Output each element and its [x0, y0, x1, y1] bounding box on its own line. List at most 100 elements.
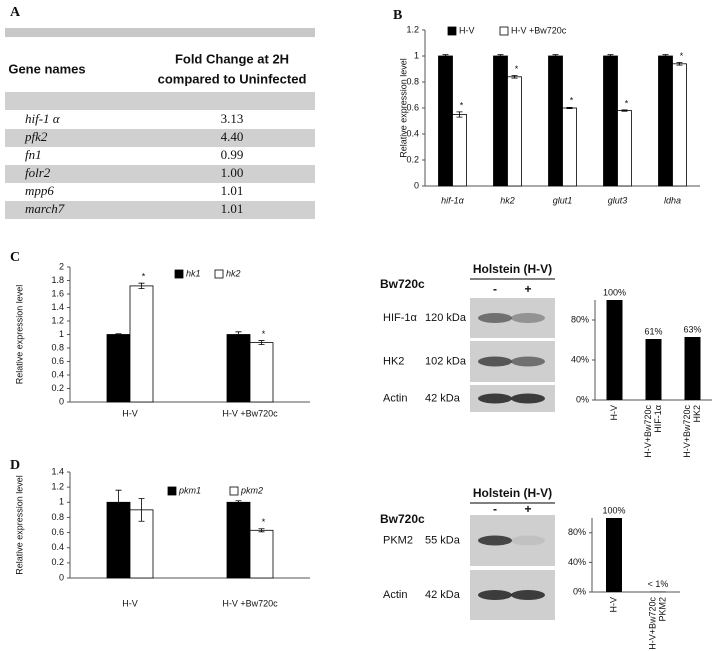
size-label: 55 kDa — [425, 534, 461, 546]
bar — [606, 300, 623, 400]
error-bar — [497, 54, 504, 58]
y-tick-label: 0% — [576, 394, 589, 404]
error-bar — [456, 111, 463, 118]
x-tick-label: PKM2 — [657, 597, 667, 622]
bar — [658, 55, 673, 187]
error-bar — [258, 528, 265, 533]
y-tick-label: 1.2 — [51, 315, 64, 325]
protein-label: Actin — [383, 589, 407, 601]
significance: * — [570, 96, 574, 106]
bar — [438, 55, 453, 187]
legend-swatch — [167, 486, 177, 496]
gene-name: mpp6 — [25, 183, 54, 198]
y-tick-label: 0.4 — [51, 369, 64, 379]
panel-label: D — [10, 458, 20, 473]
significance: * — [262, 329, 266, 339]
y-tick-label: 1.4 — [51, 302, 64, 312]
y-tick-label: 0.2 — [51, 557, 64, 567]
blot-band — [511, 535, 545, 546]
protein-label: PKM2 — [383, 534, 413, 546]
lane-label: + — [524, 282, 531, 296]
blot-band — [511, 590, 545, 600]
y-tick-label: 80% — [571, 314, 589, 324]
table-row-band — [5, 165, 315, 183]
error-bar — [511, 75, 518, 79]
error-bar — [566, 106, 573, 110]
size-label: 42 kDa — [425, 392, 461, 404]
table-header: compared to Uninfected — [158, 71, 307, 86]
significance: * — [460, 100, 464, 110]
gene-name: march7 — [25, 201, 65, 216]
y-tick-label: 0.8 — [51, 512, 64, 522]
y-tick-label: 1.2 — [406, 24, 419, 34]
bar — [645, 339, 662, 400]
panel-label: C — [10, 250, 20, 265]
value-label: 100% — [602, 505, 625, 515]
blot-band — [478, 393, 512, 404]
value-label: < 1% — [648, 579, 669, 589]
blot-band — [478, 590, 512, 600]
lane-label: - — [493, 282, 497, 296]
legend-swatch — [499, 26, 509, 36]
size-label: 102 kDa — [425, 355, 467, 367]
protein-label: HIF-1α — [383, 312, 418, 324]
bar — [617, 110, 632, 187]
error-bar — [258, 340, 265, 346]
bar — [226, 501, 251, 579]
x-tick-label: H-V — [122, 598, 138, 608]
y-tick-label: 1 — [59, 497, 64, 507]
gene-name: pfk2 — [24, 129, 48, 144]
fold-change: 4.40 — [221, 129, 244, 144]
x-tick-label: hk2 — [500, 195, 515, 205]
legend-swatch — [174, 269, 184, 279]
bar — [507, 76, 522, 187]
legend-label: H-V +Bw720c — [511, 25, 567, 35]
x-tick-label: H-V +Bw720c — [222, 598, 278, 608]
table-row-band — [5, 201, 315, 219]
blot-treatment: Bw720c — [380, 277, 425, 291]
y-tick-label: 0 — [59, 572, 64, 582]
fold-change: 1.00 — [221, 165, 244, 180]
blot-group: Holstein (H-V) — [473, 486, 552, 500]
y-tick-label: 0 — [59, 396, 64, 406]
significance: * — [515, 64, 519, 74]
y-tick-label: 0.6 — [51, 527, 64, 537]
legend-swatch — [447, 26, 457, 36]
x-tick-label: H-V — [122, 408, 138, 418]
blot-band — [511, 313, 545, 323]
legend-label: pkm2 — [240, 485, 263, 495]
y-tick-label: 0.2 — [51, 383, 64, 393]
table-band — [5, 28, 315, 37]
bar — [603, 55, 618, 187]
blot-band — [478, 313, 512, 323]
bar — [226, 334, 251, 403]
y-tick-label: 0% — [573, 586, 586, 596]
error-bar — [115, 333, 122, 336]
table-row-band — [5, 129, 315, 147]
bar — [684, 337, 701, 400]
legend-label: H-V — [459, 25, 475, 35]
protein-label: Actin — [383, 392, 407, 404]
x-tick-label: H-V+Bw720c — [643, 405, 653, 458]
significance: * — [262, 517, 266, 527]
error-bar — [235, 500, 242, 505]
y-tick-label: 2 — [59, 261, 64, 271]
significance: * — [142, 272, 146, 282]
significance: * — [625, 98, 629, 108]
y-tick-label: 0.4 — [51, 542, 64, 552]
x-tick-label: HK2 — [692, 405, 702, 423]
fold-change: 1.01 — [221, 183, 244, 198]
fold-change: 1.01 — [221, 201, 244, 216]
y-tick-label: 0.8 — [51, 342, 64, 352]
lane-label: + — [524, 502, 531, 516]
gene-name: hif-1 α — [25, 111, 61, 126]
size-label: 42 kDa — [425, 589, 461, 601]
y-tick-label: 0.6 — [51, 356, 64, 366]
value-label: 61% — [644, 326, 662, 336]
panel-label: B — [393, 8, 402, 23]
y-tick-label: 0 — [414, 180, 419, 190]
protein-label: HK2 — [383, 355, 404, 367]
blot-band — [511, 356, 545, 367]
bar — [452, 114, 467, 187]
